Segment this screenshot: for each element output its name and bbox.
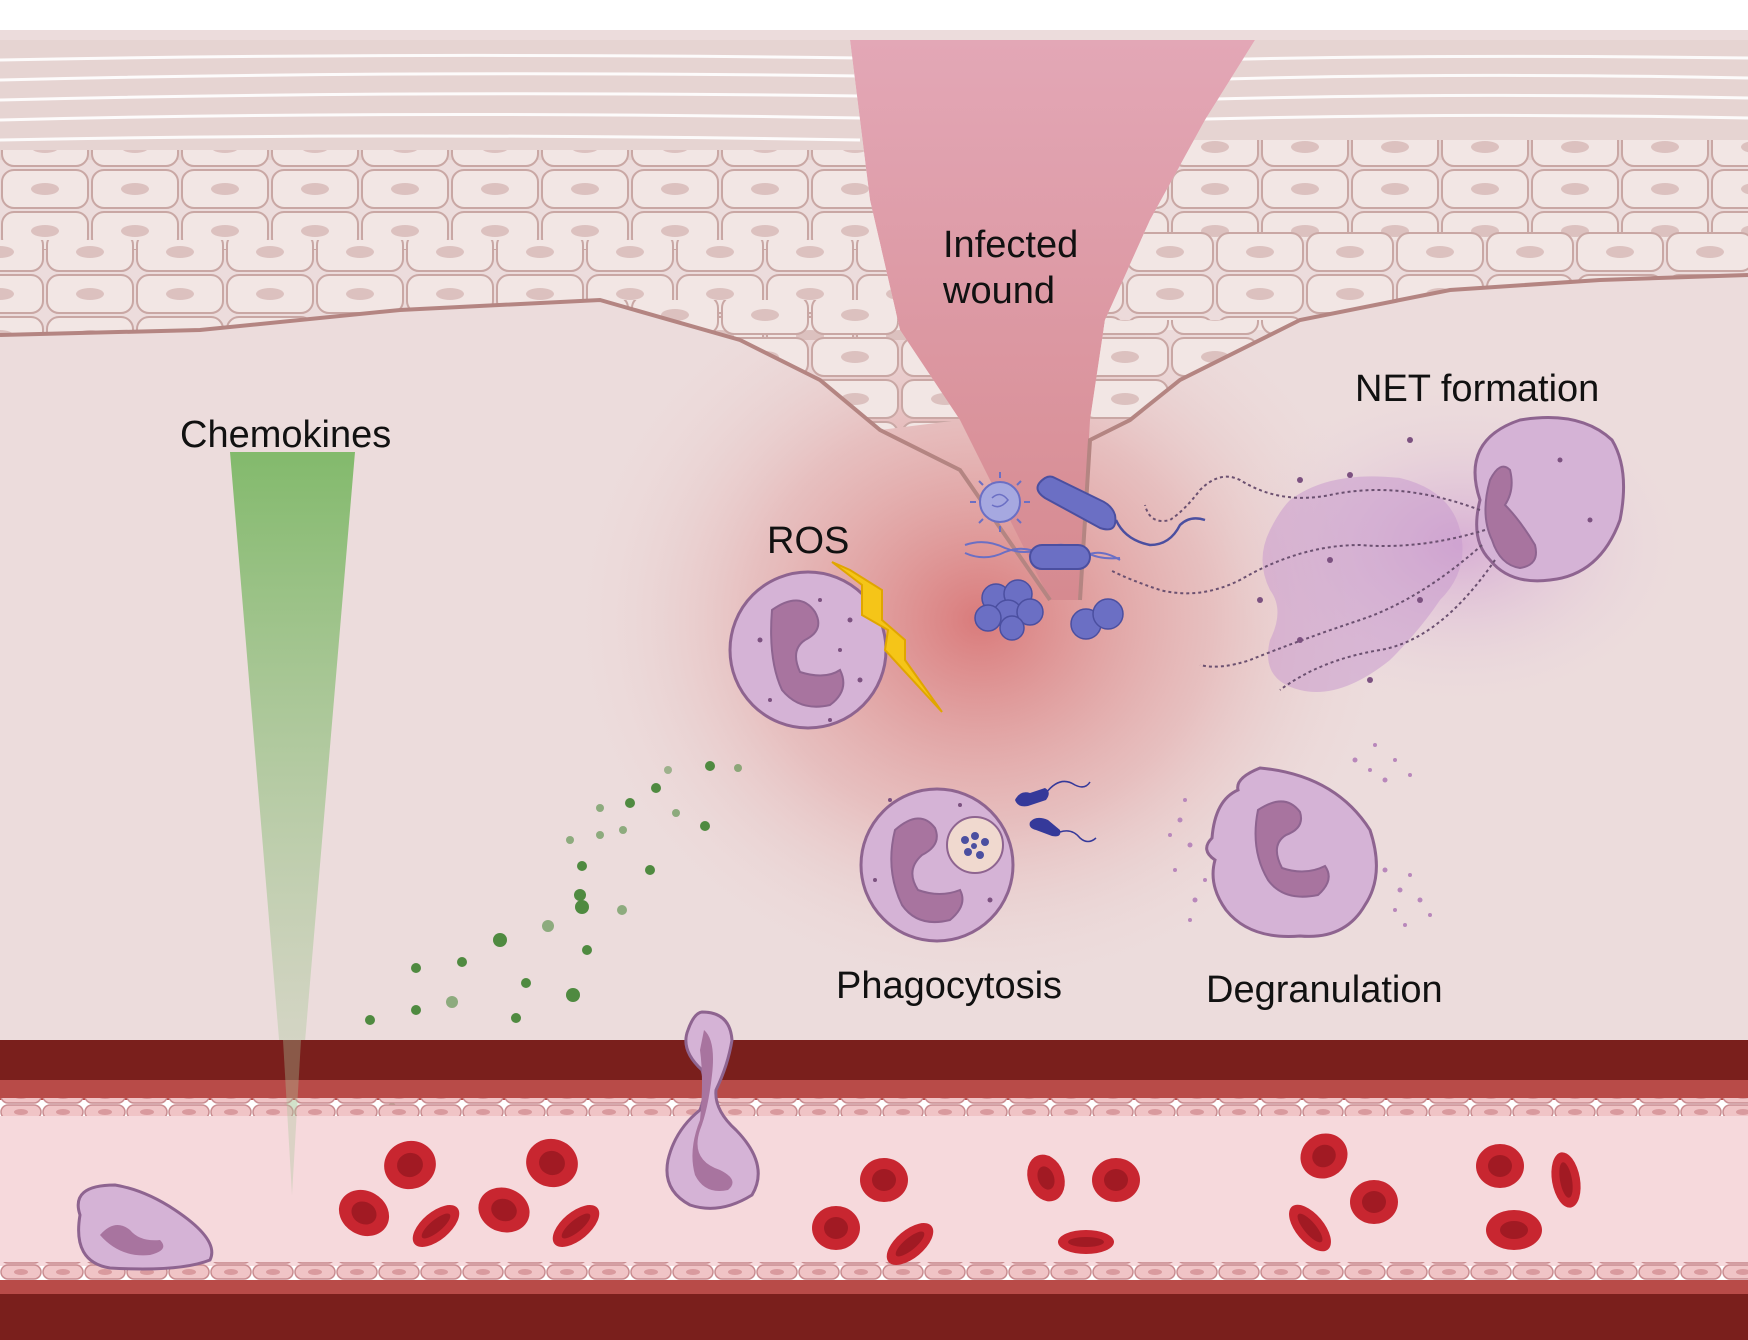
flagellated-bacterium-icon xyxy=(964,541,1121,570)
degranulation-neutrophil xyxy=(1168,743,1432,938)
virus-icon xyxy=(970,472,1030,532)
cocci-cluster-icon xyxy=(974,579,1044,641)
diplococcus-icon xyxy=(1070,598,1124,640)
chemokine-gradient xyxy=(230,452,355,1195)
red-blood-cells xyxy=(338,1133,1581,1265)
label-chemokines: Chemokines xyxy=(180,414,391,456)
label-infected-wound-line1: Infected xyxy=(943,224,1078,266)
ros-bolt-icon xyxy=(831,561,943,713)
label-infected-wound-line2: wound xyxy=(942,270,1055,312)
label-ros: ROS xyxy=(767,520,849,562)
ros-neutrophil xyxy=(728,570,888,730)
bacteria-cluster xyxy=(964,472,1206,641)
blood-vessel xyxy=(0,1040,1748,1340)
rod-bacterium-icon xyxy=(1036,475,1117,531)
phagocytosis-neutrophil xyxy=(859,787,1015,943)
label-degranulation: Degranulation xyxy=(1206,969,1443,1011)
wound-gap xyxy=(850,40,1255,600)
net-formation-neutrophil xyxy=(1109,375,1700,715)
transmigrating-neutrophil xyxy=(665,1010,760,1210)
label-phagocytosis: Phagocytosis xyxy=(836,965,1062,1007)
label-net-formation: NET formation xyxy=(1355,368,1599,410)
chemokine-gradient-tip xyxy=(283,1040,301,1195)
free-bacteria-icon xyxy=(1015,780,1097,843)
rolling-neutrophil xyxy=(76,1183,214,1271)
